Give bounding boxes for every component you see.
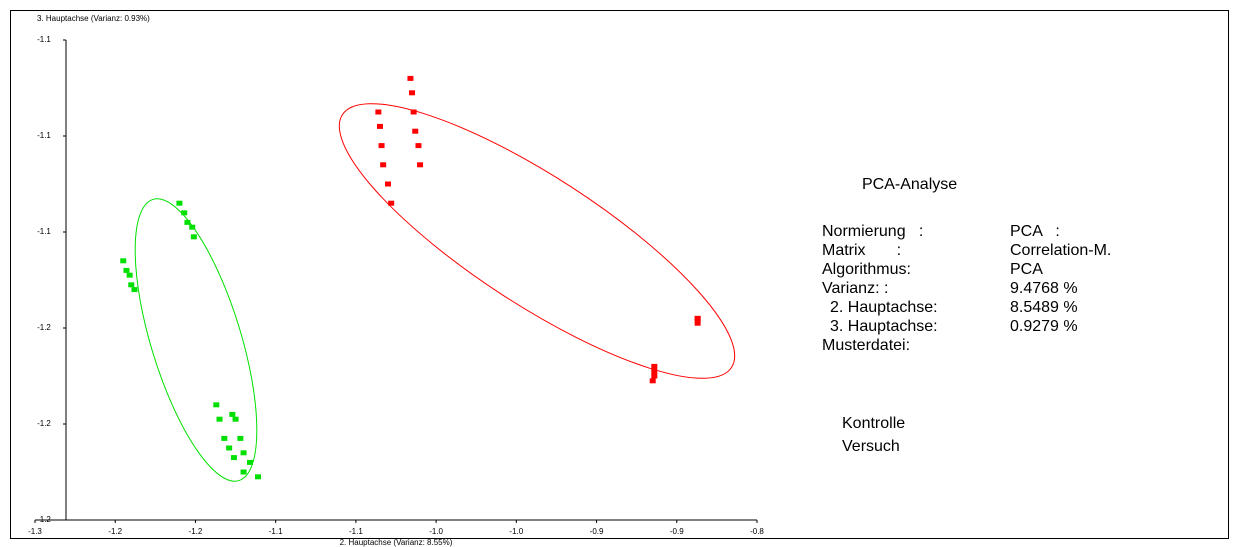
point xyxy=(131,287,138,293)
point xyxy=(240,450,247,456)
y-tick-label: -1.2 xyxy=(37,515,51,524)
point xyxy=(232,416,239,422)
info-value: PCA : xyxy=(1010,223,1060,240)
x-tick-label: -1.0 xyxy=(429,527,443,536)
y-axis-label: 3. Hauptachse (Varianz: 0.93%) xyxy=(37,14,150,23)
y-tick-label: -1.1 xyxy=(37,35,51,44)
point xyxy=(240,469,247,475)
y-tick-label: -1.1 xyxy=(37,227,51,236)
point xyxy=(120,258,127,264)
point xyxy=(229,411,236,417)
info-value: Correlation-M. xyxy=(1010,242,1111,259)
frame xyxy=(10,10,1229,539)
x-tick-label: -1.1 xyxy=(269,527,283,536)
point xyxy=(651,363,658,369)
point xyxy=(417,162,424,168)
point xyxy=(237,435,244,441)
point xyxy=(407,75,414,81)
point xyxy=(221,435,228,441)
info-value: 9.4768 % xyxy=(1010,280,1078,297)
x-tick-label: -1.0 xyxy=(509,527,523,536)
y-tick-label: -1.2 xyxy=(37,419,51,428)
x-tick-label: -1.2 xyxy=(189,527,203,536)
point xyxy=(123,267,130,273)
point xyxy=(415,143,422,149)
x-tick-label: -1.3 xyxy=(28,527,42,536)
point xyxy=(694,315,701,321)
point xyxy=(651,373,658,379)
info-label: Varianz: : xyxy=(822,280,888,297)
x-tick-label: -1.1 xyxy=(349,527,363,536)
point xyxy=(189,224,196,230)
y-tick-label: -1.2 xyxy=(37,323,51,332)
info-label: Matrix : xyxy=(822,242,901,259)
info-title: PCA-Analyse xyxy=(862,176,957,193)
point xyxy=(651,368,658,374)
info-label: Normierung : xyxy=(822,223,923,240)
point xyxy=(384,181,391,187)
x-tick-label: -0.8 xyxy=(750,527,764,536)
x-tick-label: -0.9 xyxy=(590,527,604,536)
point xyxy=(378,143,385,149)
info-value: 8.5489 % xyxy=(1010,299,1078,316)
info-label: 2. Hauptachse: xyxy=(830,299,938,316)
point xyxy=(226,445,233,451)
info-value: PCA xyxy=(1010,261,1043,278)
x-tick-label: -0.9 xyxy=(670,527,684,536)
info-label: 3. Hauptachse: xyxy=(830,318,938,335)
point xyxy=(410,109,417,115)
point xyxy=(213,402,220,408)
point xyxy=(649,378,656,384)
info-label: Musterdatei: xyxy=(822,337,910,354)
legend-entry: Kontrolle xyxy=(842,415,905,432)
info-label: Algorithmus: xyxy=(822,261,911,278)
point xyxy=(216,416,223,422)
point xyxy=(176,200,183,206)
point xyxy=(230,455,237,461)
point xyxy=(409,90,416,96)
point xyxy=(246,459,253,465)
point xyxy=(412,128,419,134)
cluster-ellipse xyxy=(134,198,258,482)
legend-entry: Versuch xyxy=(842,438,900,455)
point xyxy=(375,109,382,115)
point xyxy=(380,162,387,168)
point xyxy=(181,210,188,216)
point xyxy=(388,200,395,206)
x-tick-label: -1.2 xyxy=(108,527,122,536)
point xyxy=(376,123,383,129)
point xyxy=(190,234,197,240)
point xyxy=(128,282,135,288)
point xyxy=(184,219,191,225)
point xyxy=(694,320,701,326)
point xyxy=(255,474,262,480)
info-value: 0.9279 % xyxy=(1010,318,1078,335)
x-axis-label: 2. Hauptachse (Varianz: 8.55%) xyxy=(340,538,453,547)
y-tick-label: -1.1 xyxy=(37,131,51,140)
cluster-ellipse xyxy=(338,103,736,379)
point xyxy=(126,272,133,278)
